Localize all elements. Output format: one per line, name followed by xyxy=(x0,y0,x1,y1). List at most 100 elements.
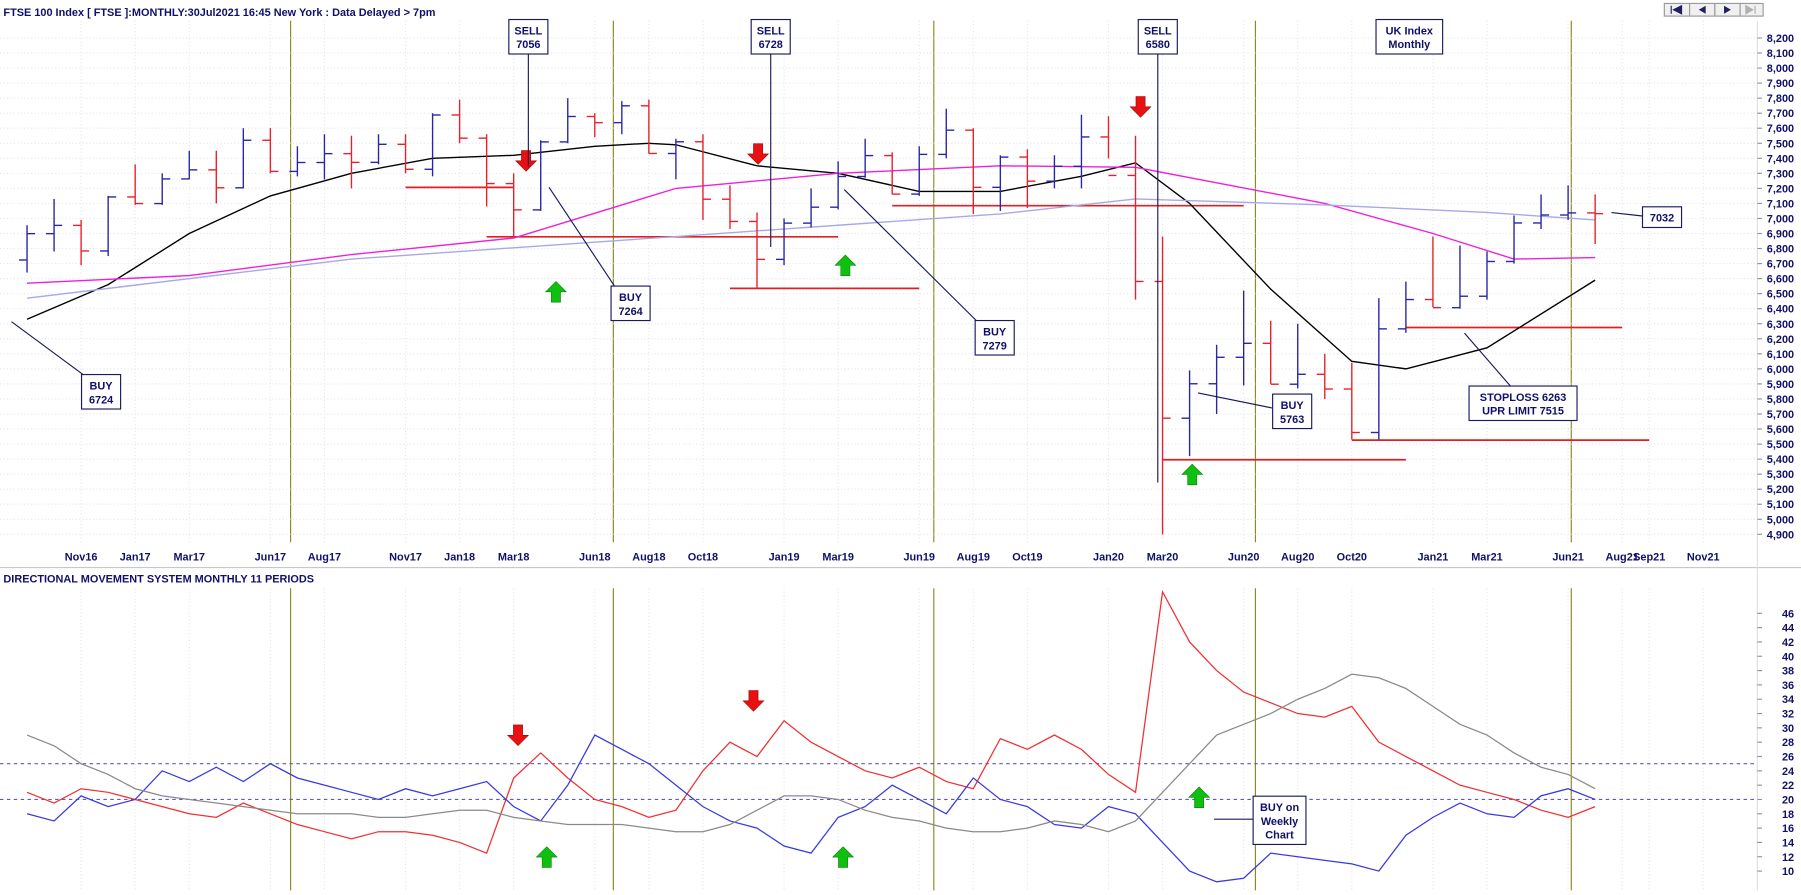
sell-arrow xyxy=(506,724,530,747)
annotation-line: BUY on xyxy=(1260,802,1299,814)
y-tick-label: 28 xyxy=(1782,737,1794,749)
x-tick-label: Jun17 xyxy=(255,552,287,564)
x-tick-label: Mar21 xyxy=(1471,552,1503,564)
y-tick-label: 7,300 xyxy=(1767,168,1794,180)
annotation: SELL 6580 xyxy=(1144,25,1172,51)
annotation-line: UPR LIMIT 7515 xyxy=(1482,406,1564,418)
x-tick-label: Jan21 xyxy=(1417,552,1448,564)
annotation-line: BUY xyxy=(619,292,643,304)
x-tick-label: Sep21 xyxy=(1633,552,1665,564)
x-tick-label: Oct20 xyxy=(1337,552,1367,564)
x-tick-label: Mar20 xyxy=(1147,552,1179,564)
annotation: BUY on Weekly Chart xyxy=(1260,802,1299,842)
chart-title: FTSE 100 Index [ FTSE ]:MONTHLY:30Jul202… xyxy=(3,7,435,19)
y-tick-label: 4,900 xyxy=(1767,529,1794,541)
y-tick-label: 7,800 xyxy=(1767,93,1794,105)
dmi-line xyxy=(26,734,1596,883)
annotation-line: 7264 xyxy=(618,306,642,318)
annotation: STOPLOSS 6263 UPR LIMIT 7515 xyxy=(1480,392,1566,418)
y-tick-label: 6,200 xyxy=(1767,334,1794,346)
dmi-line xyxy=(26,589,1596,854)
nav-last-icon xyxy=(1745,4,1756,15)
annotation-pointer xyxy=(11,321,87,378)
annotation-line: 6724 xyxy=(89,394,113,406)
x-tick-label: Nov16 xyxy=(65,552,98,564)
annotation-box xyxy=(1375,18,1444,55)
y-tick-label: 8,000 xyxy=(1767,63,1794,75)
y-tick-label: 5,600 xyxy=(1767,424,1794,436)
x-tick-label: Aug19 xyxy=(957,552,990,564)
y-tick-label: 5,900 xyxy=(1767,379,1794,391)
nav-back-icon xyxy=(1698,5,1706,14)
annotation: BUY 5763 xyxy=(1280,400,1304,426)
y-tick-label: 6,800 xyxy=(1767,244,1794,256)
y-tick-label: 12 xyxy=(1782,852,1794,864)
y-tick-label: 34 xyxy=(1782,694,1794,706)
y-tick-label: 6,300 xyxy=(1767,319,1794,331)
buy-arrow xyxy=(1188,786,1211,808)
annotation: SELL 7056 xyxy=(514,25,542,51)
x-tick-label: Mar17 xyxy=(173,552,205,564)
annotation-pointer xyxy=(1611,211,1643,217)
moving-average xyxy=(26,198,1596,299)
annotation-line: 7279 xyxy=(983,340,1007,352)
x-tick-label: Mar19 xyxy=(822,552,854,564)
y-tick-label: 10 xyxy=(1782,866,1794,878)
sell-arrow xyxy=(515,150,538,172)
buy-arrow xyxy=(832,846,855,868)
y-tick-label: 7,100 xyxy=(1767,198,1794,210)
y-tick-label: 24 xyxy=(1782,766,1794,778)
annotation-pointer xyxy=(1197,392,1278,410)
x-tick-label: Jun19 xyxy=(903,552,935,564)
y-tick-label: 7,700 xyxy=(1767,108,1794,120)
moving-average xyxy=(26,142,1596,370)
x-tick-label: Aug21 xyxy=(1606,552,1639,564)
annotation-line: SELL xyxy=(514,25,542,37)
annotation-line: BUY xyxy=(983,326,1007,338)
sell-arrow xyxy=(747,143,770,165)
sell-arrow xyxy=(742,690,765,712)
y-tick-label: 30 xyxy=(1782,723,1794,735)
y-tick-label: 5,300 xyxy=(1767,469,1794,481)
buy-arrow xyxy=(544,281,567,303)
y-tick-label: 5,400 xyxy=(1767,454,1794,466)
y-tick-label: 20 xyxy=(1782,794,1794,806)
annotation-box xyxy=(80,373,122,410)
y-tick-label: 36 xyxy=(1782,680,1794,692)
x-tick-label: Jan19 xyxy=(769,552,800,564)
annotation-pointer xyxy=(548,186,618,290)
annotation-line: Weekly xyxy=(1261,816,1298,828)
annotation: BUY 7279 xyxy=(983,326,1007,352)
annotation-line: Monthly xyxy=(1388,39,1430,51)
y-tick-label: 5,500 xyxy=(1767,439,1794,451)
y-tick-label: 18 xyxy=(1782,809,1794,821)
nav-forward-icon xyxy=(1724,5,1731,14)
sell-arrow xyxy=(1129,96,1152,118)
y-tick-label: 5,700 xyxy=(1767,409,1794,421)
annotation-line: 6728 xyxy=(759,39,783,51)
x-tick-label: Aug18 xyxy=(632,552,665,564)
annotation-line: SELL xyxy=(1144,25,1172,37)
y-tick-label: 44 xyxy=(1782,623,1794,635)
x-tick-label: Aug20 xyxy=(1281,552,1314,564)
x-tick-label: Oct18 xyxy=(688,552,718,564)
annotation: BUY 7264 xyxy=(618,292,642,318)
x-tick-label: Oct19 xyxy=(1012,552,1042,564)
annotation-line: BUY xyxy=(1281,400,1305,412)
nav-buttons xyxy=(1663,2,1764,17)
y-tick-label: 7,400 xyxy=(1767,153,1794,165)
y-tick-label: 6,000 xyxy=(1767,364,1794,376)
annotation-box xyxy=(610,285,651,322)
y-tick-label: 32 xyxy=(1782,709,1794,721)
annotation: UK Index Monthly xyxy=(1386,25,1433,51)
y-tick-label: 7,900 xyxy=(1767,78,1794,90)
y-tick-label: 40 xyxy=(1782,651,1794,663)
y-tick-label: 42 xyxy=(1782,637,1794,649)
annotation-box xyxy=(1468,385,1578,422)
y-tick-label: 46 xyxy=(1782,608,1794,620)
annotation-line: UK Index xyxy=(1386,25,1433,37)
annotation: BUY 6724 xyxy=(89,380,113,406)
y-tick-label: 6,100 xyxy=(1767,349,1794,361)
y-tick-label: 7,600 xyxy=(1767,123,1794,135)
